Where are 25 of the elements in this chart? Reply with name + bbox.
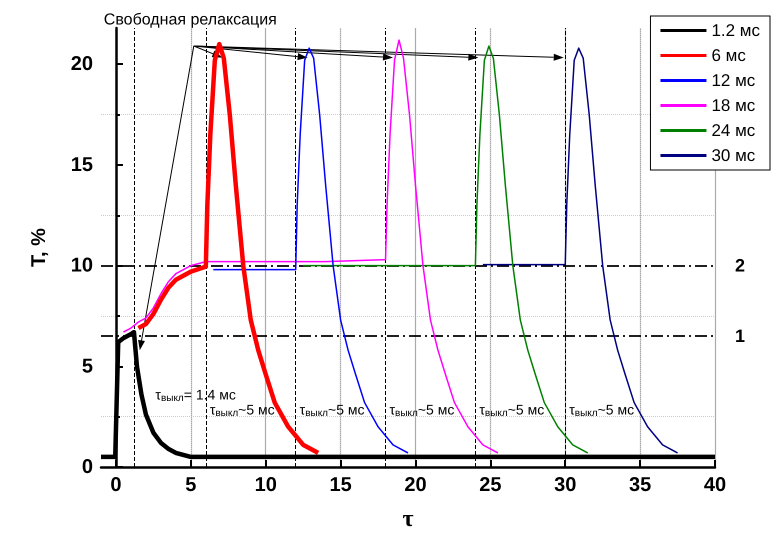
- y-tick-label: 0: [82, 456, 93, 478]
- legend-label: 12 мс: [711, 71, 756, 90]
- y-tick-label: 20: [70, 53, 93, 76]
- x-tick-label: 15: [329, 474, 352, 496]
- y-axis-title: T, %: [28, 228, 50, 267]
- y-tick-label: 10: [70, 254, 93, 277]
- annotation: 1: [735, 326, 746, 346]
- x-tick-label: 30: [554, 474, 576, 496]
- legend-label: 1.2 мс: [711, 21, 760, 40]
- x-tick-label: 20: [404, 474, 427, 496]
- y-tick-label: 15: [70, 154, 93, 176]
- x-tick-label: 40: [704, 474, 726, 496]
- annotation: Свободная релаксация: [104, 12, 277, 28]
- x-tick-label: 25: [479, 474, 502, 496]
- legend-label: 30 мс: [711, 146, 756, 165]
- x-tick-label: 5: [185, 474, 196, 496]
- y-tick-label: 5: [82, 355, 93, 378]
- legend-label: 18 мс: [711, 96, 756, 115]
- legend-label: 6 мс: [711, 46, 746, 65]
- x-axis-title: τ: [402, 506, 414, 532]
- annotation: 2: [735, 256, 746, 276]
- x-tick-label: 0: [110, 474, 122, 496]
- x-tick-label: 35: [628, 474, 652, 496]
- x-tick-label: 10: [254, 474, 277, 496]
- legend-label: 24 мс: [711, 121, 756, 140]
